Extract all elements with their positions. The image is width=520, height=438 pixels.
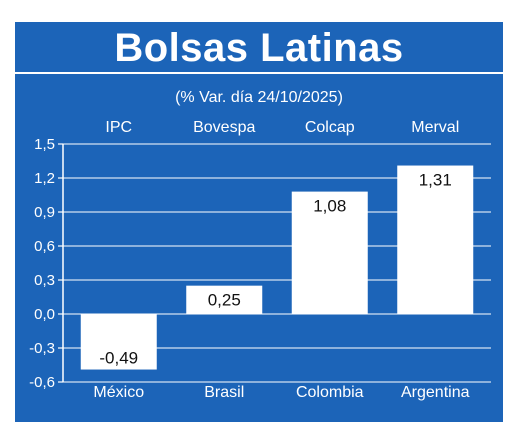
chart-title: Bolsas Latinas (114, 26, 404, 70)
bar (291, 191, 368, 314)
bar (397, 165, 474, 314)
y-tick-label: 0,9 (34, 204, 55, 221)
y-tick-label: 0,6 (34, 238, 55, 255)
category-label: Colombia (296, 384, 364, 401)
y-tick-label: 0,3 (34, 272, 55, 289)
chart-panel: Bolsas Latinas (% Var. día 24/10/2025) 1… (15, 22, 503, 422)
y-tick-label: -0,3 (29, 340, 55, 357)
y-tick-label: 1,5 (34, 136, 55, 153)
y-tick-label: 0,0 (34, 306, 55, 323)
chart-subtitle: (% Var. día 24/10/2025) (175, 89, 343, 106)
title-bar: Bolsas Latinas (15, 22, 503, 74)
value-label: 1,08 (313, 197, 346, 216)
bar-chart: (% Var. día 24/10/2025) 1,5 1,2 0,9 0,6 0,3 0… (29, 89, 491, 401)
index-names: IPC Bovespa Colcap Merval (105, 119, 459, 136)
y-tick-label: -0,6 (29, 374, 55, 391)
value-labels: -0,49 0,25 1,08 1,31 (99, 171, 451, 368)
index-name-label: IPC (105, 119, 132, 136)
value-label: 0,25 (208, 291, 241, 310)
y-tick-label: 1,2 (34, 170, 55, 187)
value-label: -0,49 (99, 349, 138, 368)
value-label: 1,31 (419, 171, 452, 190)
bar (80, 314, 157, 370)
category-label: Brasil (204, 384, 244, 401)
category-label: Argentina (401, 384, 470, 401)
index-name-label: Colcap (305, 119, 355, 136)
category-label: México (93, 384, 144, 401)
index-name-label: Bovespa (193, 119, 255, 136)
bar (186, 285, 263, 314)
y-axis-ticks: 1,5 1,2 0,9 0,6 0,3 0,0 -0,3 -0,6 (29, 136, 63, 391)
category-labels: México Brasil Colombia Argentina (93, 384, 469, 401)
bars (80, 165, 474, 370)
index-name-label: Merval (411, 119, 459, 136)
